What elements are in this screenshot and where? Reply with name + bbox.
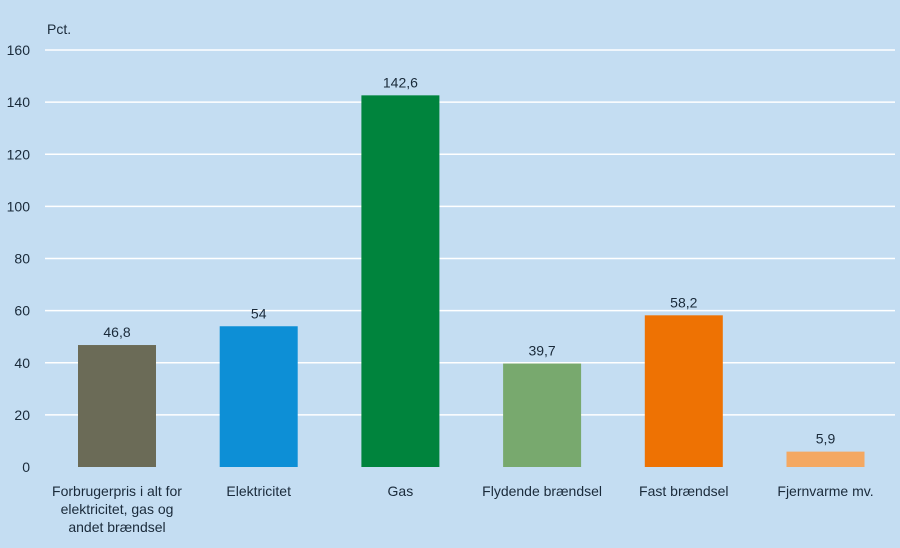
y-tick-label: 20 [14, 407, 30, 423]
category-label: Elektricitet [226, 483, 291, 499]
y-tick-label: 60 [14, 303, 30, 319]
bar-value-label: 46,8 [103, 324, 130, 340]
bar [786, 451, 865, 467]
category-label: Forbrugerpris i alt for [52, 483, 182, 499]
bar-value-label: 58,2 [670, 294, 697, 310]
y-tick-label: 0 [22, 459, 30, 475]
y-tick-label: 120 [7, 146, 31, 162]
bar-value-label: 142,6 [383, 74, 418, 90]
category-label: Fast brændsel [639, 483, 728, 499]
y-axis-label: Pct. [47, 21, 71, 37]
labels: 46,8 Forbrugerpris i alt for elektricitet,… [52, 74, 874, 535]
bar [78, 345, 156, 467]
gridlines [45, 49, 895, 416]
y-tick-label: 100 [7, 198, 31, 214]
category-label: andet brændsel [68, 519, 165, 535]
category-label: Gas [388, 483, 414, 499]
y-tick-label: 140 [7, 94, 31, 110]
bar [219, 326, 298, 467]
bar [361, 95, 440, 467]
bar [503, 363, 582, 467]
bar [644, 315, 723, 467]
bar-value-label: 54 [251, 305, 267, 321]
bar-value-label: 5,9 [816, 431, 836, 447]
category-label: elektricitet, gas og [61, 501, 174, 517]
y-tick-label: 80 [14, 251, 30, 267]
y-tick-label: 40 [14, 355, 30, 371]
category-label: Flydende brændsel [482, 483, 602, 499]
y-axis: 0 20 40 60 80 100 120 140 160 Pct. [7, 21, 71, 475]
bar-value-label: 39,7 [528, 343, 555, 359]
category-label: Fjernvarme mv. [777, 483, 873, 499]
y-tick-label: 160 [7, 42, 31, 58]
bars [78, 95, 865, 467]
